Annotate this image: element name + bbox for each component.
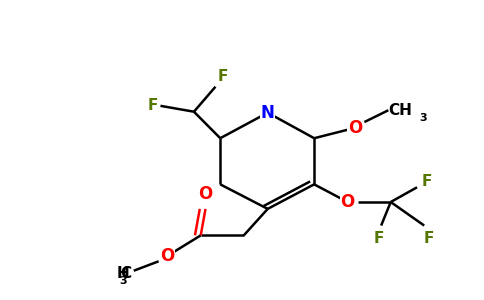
Text: O: O xyxy=(341,193,355,211)
Text: CH: CH xyxy=(388,103,412,118)
Text: N: N xyxy=(261,104,274,122)
Text: O: O xyxy=(198,185,212,203)
Text: F: F xyxy=(374,232,384,247)
Text: O: O xyxy=(160,247,174,265)
Text: C: C xyxy=(120,266,131,281)
Text: O: O xyxy=(348,119,362,137)
Text: F: F xyxy=(424,232,434,247)
Text: 3: 3 xyxy=(119,276,126,286)
Text: F: F xyxy=(218,69,228,84)
Text: H: H xyxy=(116,266,129,281)
Text: F: F xyxy=(148,98,158,113)
Text: F: F xyxy=(422,174,432,189)
Text: 3: 3 xyxy=(420,112,427,123)
